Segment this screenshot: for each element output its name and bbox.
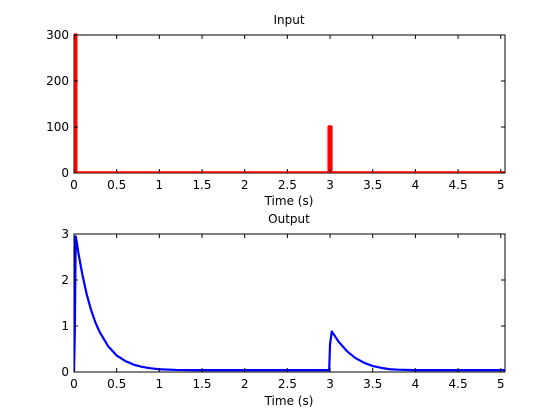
input-y-tick-label: 0: [61, 166, 69, 180]
output-x-tick-label: 2.5: [278, 377, 297, 391]
input-x-tick-label: 3.5: [363, 178, 382, 192]
output-x-tick-label: 0.5: [107, 377, 126, 391]
output-x-axis-label: Time (s): [264, 394, 314, 408]
input-x-axis-label: Time (s): [264, 194, 314, 208]
output-x-tick-label: 3.5: [363, 377, 382, 391]
input-y-tick-label: 100: [46, 120, 69, 134]
input-x-tick-label: 0.5: [107, 178, 126, 192]
output-x-tick-label: 4: [412, 377, 420, 391]
input-y-tick-label: 200: [46, 74, 69, 88]
input-x-tick-label: 4.5: [449, 178, 468, 192]
input-x-tick-label: 2: [241, 178, 249, 192]
output-plot: Output 0 0.5 1 1.5 2 2.5 3 3.5 4 4.5 5 0 1 2 3 Time (s…: [61, 212, 506, 408]
output-y-tick-label: 1: [61, 319, 69, 333]
output-plot-area: 0 0.5 1 1.5 2 2.5 3 3.5 4 4.5 5 0 1 2 3: [61, 227, 506, 391]
output-x-tick-label: 0: [70, 377, 78, 391]
input-x-tick-label: 4: [412, 178, 420, 192]
output-x-tick-label: 2: [241, 377, 249, 391]
input-plot-area: 0 0.5 1 1.5 2 2.5 3 3.5 4 4.5 5 0 100 200 300: [46, 28, 506, 192]
input-series-line: [74, 33, 505, 173]
output-axes-box: [73, 233, 506, 373]
output-x-tick-label: 3: [326, 377, 334, 391]
input-axes-box: [73, 34, 506, 174]
output-y-tick-label: 2: [61, 273, 69, 287]
input-x-tick-label: 1.5: [192, 178, 211, 192]
input-x-tick-label: 2.5: [278, 178, 297, 192]
output-x-tick-label: 1: [156, 377, 164, 391]
output-x-tick-label: 4.5: [449, 377, 468, 391]
output-plot-title: Output: [268, 212, 310, 226]
input-plot-title: Input: [273, 13, 304, 27]
input-x-tick-label: 0: [70, 178, 78, 192]
input-x-tick-label: 5: [497, 178, 505, 192]
input-x-tick-label: 3: [326, 178, 334, 192]
output-y-tick-label: 3: [61, 227, 69, 241]
output-x-tick-label: 1.5: [192, 377, 211, 391]
input-plot: Input 0 0.5 1 1.5 2 2.5 3 3.5 4 4.5 5 0 100 200 300 Ti…: [46, 13, 506, 208]
output-y-tick-label: 0: [61, 365, 69, 379]
output-x-tick-label: 5: [497, 377, 505, 391]
input-x-tick-label: 1: [156, 178, 164, 192]
input-y-tick-label: 300: [46, 28, 69, 42]
